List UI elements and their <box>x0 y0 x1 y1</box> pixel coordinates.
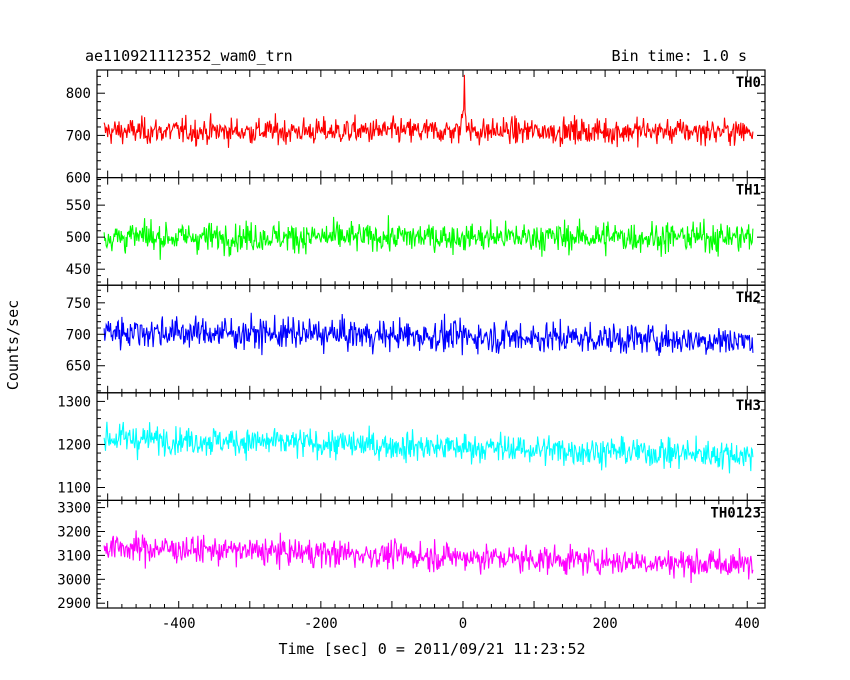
y-tick-label: 3200 <box>57 524 91 540</box>
panel-th1: 450 500 550 TH1 <box>66 177 766 286</box>
y-tick-label: 1100 <box>57 480 91 496</box>
y-tick-label: 800 <box>66 86 91 102</box>
panel-th0: 600 700 800 TH0 <box>66 69 766 187</box>
x-axis: -400 -200 0 200 400 <box>162 616 760 632</box>
x-tick-label: -200 <box>304 616 338 632</box>
y-tick-label: 750 <box>66 296 91 312</box>
series-label-th0: TH0 <box>736 75 761 91</box>
series-label-th1: TH1 <box>736 183 761 199</box>
panel-th0123: 2900 3000 3100 3200 3300 TH0123 <box>57 499 766 612</box>
y-tick-label: 650 <box>66 359 91 375</box>
series-line-th0123 <box>103 530 754 584</box>
y-tick-label: 600 <box>66 171 91 187</box>
y-tick-label: 2900 <box>57 596 91 612</box>
y-tick-label: 1200 <box>57 437 91 453</box>
x-tick-label: 0 <box>459 616 467 632</box>
x-tick-label: -400 <box>162 616 196 632</box>
x-axis-label: Time [sec] 0 = 2011/09/21 11:23:52 <box>278 640 585 658</box>
y-tick-label: 1300 <box>57 394 91 410</box>
series-line-th1 <box>103 215 754 260</box>
series-line-th0 <box>103 74 754 148</box>
panel-th2: 650 700 750 TH2 <box>66 284 766 394</box>
series-label-th2: TH2 <box>736 290 761 306</box>
y-tick-label: 550 <box>66 198 91 214</box>
series-line-th2 <box>103 312 754 357</box>
y-tick-label: 700 <box>66 128 91 144</box>
y-tick-label: 3100 <box>57 548 91 564</box>
plot-title: ae110921112352_wam0_trn <box>85 47 293 65</box>
y-tick-label: 3000 <box>57 572 91 588</box>
y-tick-label: 3300 <box>57 501 91 517</box>
series-label-th3: TH3 <box>736 398 761 414</box>
x-tick-label: 400 <box>735 616 760 632</box>
panels-group: 600 700 800 TH0 450 500 550 TH1 650 700 750 TH2 1100… <box>57 69 766 612</box>
bin-time-label: Bin time: 1.0 s <box>612 47 747 65</box>
y-tick-label: 450 <box>66 262 91 278</box>
panel-th3: 1100 1200 1300 TH3 <box>57 392 766 501</box>
y-tick-label: 500 <box>66 230 91 246</box>
panel-frame <box>96 499 766 609</box>
series-line-th3 <box>103 421 754 474</box>
y-axis-label: Counts/sec <box>4 300 22 390</box>
x-tick-label: 200 <box>592 616 617 632</box>
series-label-th0123: TH0123 <box>710 505 761 521</box>
y-tick-label: 700 <box>66 327 91 343</box>
